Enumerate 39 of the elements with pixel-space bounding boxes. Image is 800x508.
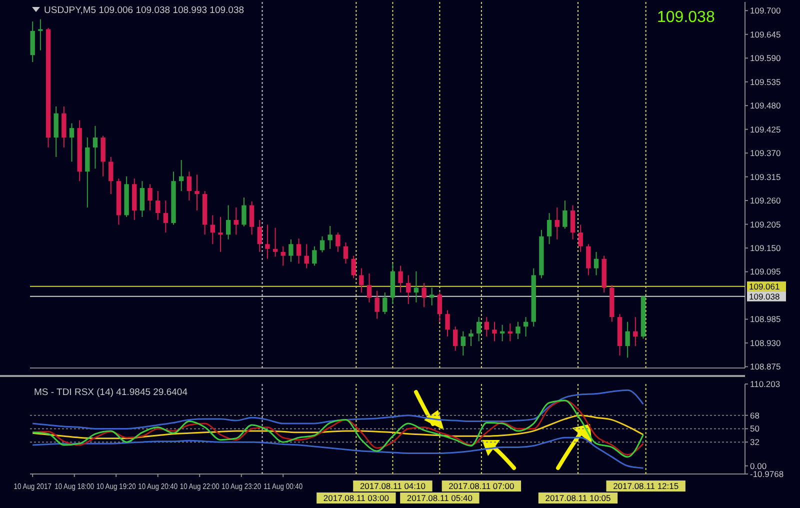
x-tick-label: 10 Aug 2017 <box>14 481 52 492</box>
x-tick-label: 10 Aug 18:00 <box>54 481 94 492</box>
y-tick-label: 109.260 <box>750 196 781 206</box>
ref-line-label: 2017.08.11 07:00 <box>448 481 514 491</box>
y-tick-label: 109.535 <box>750 76 781 87</box>
x-tick-label: 10 Aug 23:20 <box>222 481 262 492</box>
y-tick-label: 109.645 <box>750 29 781 40</box>
x-tick-label: 11 Aug 00:40 <box>264 481 303 492</box>
y-tick-label: 108.930 <box>750 338 781 348</box>
x-tick-label: 10 Aug 22:00 <box>180 481 220 492</box>
y-tick-label: 108.985 <box>750 314 781 324</box>
chart-title: MS - TDI RSX (14) 41.9845 29.6404 <box>34 387 188 398</box>
y-tick-label: 109.370 <box>750 148 781 158</box>
y-tick-label: 109.095 <box>750 266 781 277</box>
y-tick-label: 109.480 <box>750 100 781 111</box>
y-tick-label: 0.00 <box>750 460 767 471</box>
annotation: 109.038 <box>657 9 715 26</box>
ref-line-label: 2017.08.11 04:10 <box>360 481 426 491</box>
y-tick-label: 109.205 <box>750 219 781 230</box>
y-tick-label: 109.425 <box>750 124 781 134</box>
x-tick-label: 10 Aug 19:20 <box>96 481 136 492</box>
y-tick-label: 109.590 <box>750 53 781 64</box>
ref-line-label: 2017.08.11 05:40 <box>406 493 473 503</box>
ref-line-label: 2017.08.11 10:05 <box>545 493 612 503</box>
y-tick-label: 109.150 <box>750 242 781 253</box>
y-tick-label: 108.875 <box>750 362 781 372</box>
y-tick-label: 109.315 <box>750 172 781 182</box>
x-tick-label: 10 Aug 20:40 <box>138 481 178 492</box>
y-tick-label: 50 <box>750 424 760 434</box>
y-tick-label: -10.9768 <box>750 468 784 479</box>
y-tick-label: 32 <box>750 437 760 448</box>
y-tick-label: 110.203 <box>750 378 780 389</box>
ref-line-label: 2017.08.11 12:15 <box>613 481 679 491</box>
ref-line-label: 109.061 <box>749 281 780 292</box>
y-tick-label: 109.700 <box>750 6 781 16</box>
ref-line-label: 2017.08.11 03:00 <box>323 493 390 503</box>
y-tick-label: 68 <box>750 410 760 420</box>
chart-title: USDJPY,M5 109.006 109.038 108.993 109.038 <box>44 5 244 16</box>
ref-line-label: 109.038 <box>749 291 780 302</box>
